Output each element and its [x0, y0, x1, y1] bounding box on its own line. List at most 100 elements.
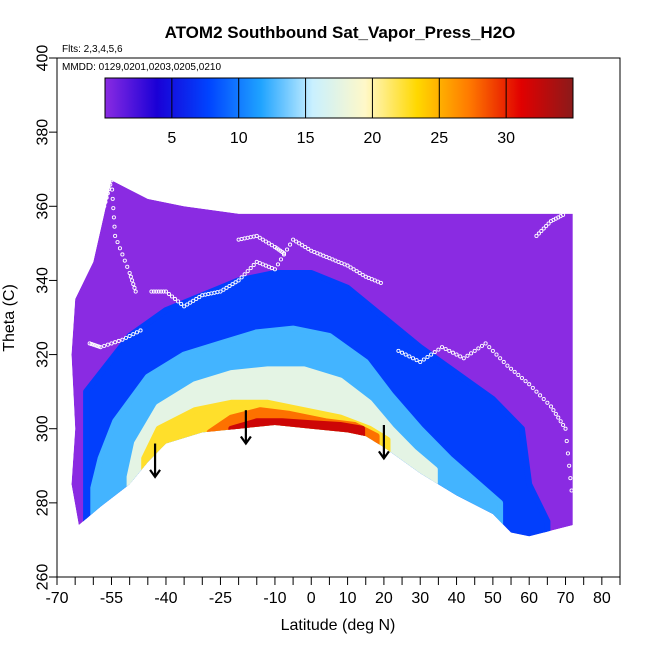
flight-track-point — [133, 289, 138, 294]
flight-track-point — [109, 178, 114, 183]
x-tick-label: 40 — [448, 590, 466, 607]
flight-track-point — [494, 352, 499, 357]
flight-track-point — [110, 187, 115, 192]
flight-track-point — [197, 295, 202, 300]
flight-track-point — [151, 289, 156, 294]
flight-track-4 — [236, 233, 287, 256]
flight-track-point — [102, 204, 107, 209]
flight-track-point — [263, 239, 268, 244]
tropopause-arrow-3 — [378, 425, 390, 461]
flight-track-point — [110, 196, 115, 201]
flight-track-point — [421, 357, 426, 362]
flight-track-point — [224, 285, 229, 290]
tropopause-arrow-1 — [149, 443, 161, 479]
flight-track-point — [272, 267, 277, 272]
flight-track-point — [156, 289, 161, 294]
flight-track-point — [138, 328, 143, 333]
flight-track-point — [351, 267, 356, 272]
flight-track-point — [108, 182, 113, 187]
flight-track-point — [257, 235, 262, 240]
flight-track-point — [539, 228, 544, 234]
flight-track-point — [545, 400, 550, 405]
flight-track-point — [176, 299, 181, 304]
flight-track-point — [154, 289, 159, 294]
flight-track-point — [546, 221, 551, 226]
colorbar-tick-label: 20 — [364, 130, 382, 147]
heatmap-band-30 — [228, 418, 366, 537]
flight-track-point — [242, 272, 247, 277]
plot-area — [71, 178, 574, 537]
x-tick-label: 60 — [520, 590, 538, 607]
flight-track-point — [530, 385, 535, 390]
flight-track-point — [123, 335, 129, 340]
flight-track-point — [131, 332, 136, 337]
x-tick-label: 70 — [557, 590, 575, 607]
flight-track-point — [556, 415, 561, 420]
flight-track-6 — [534, 212, 566, 238]
flight-track-point — [558, 419, 563, 424]
y-tick-label: 380 — [35, 119, 52, 146]
flight-track-point — [91, 342, 96, 347]
arrow-head — [149, 469, 161, 479]
y-tick-label: 340 — [35, 267, 52, 294]
x-tick-label: 0 — [307, 590, 316, 607]
flight-track-point — [360, 272, 365, 277]
flight-track-point — [403, 352, 408, 357]
flight-track-point — [130, 278, 135, 283]
flight-track-point — [115, 240, 120, 245]
flight-track-point — [113, 340, 118, 345]
flight-track-point — [111, 215, 116, 220]
flight-track-point — [548, 404, 554, 409]
flight-track-point — [551, 408, 556, 413]
flight-track-point — [443, 346, 448, 352]
flight-track-point — [407, 354, 412, 359]
flight-track-point — [94, 343, 100, 348]
flight-track-3 — [149, 237, 383, 309]
flight-track-point — [103, 199, 108, 205]
flight-track-point — [122, 258, 127, 263]
flight-track-point — [568, 476, 573, 481]
flight-track-point — [378, 280, 383, 285]
flight-track-point — [179, 301, 184, 306]
flight-track-point — [161, 289, 166, 294]
colorbar: 5 10 15 20 25 30 — [104, 77, 574, 147]
flight-track-point — [483, 341, 488, 346]
flight-track-point — [465, 353, 470, 358]
arrow-head — [239, 435, 252, 446]
flight-track-point — [120, 252, 125, 257]
flight-track-point — [182, 304, 187, 309]
flight-track-point — [98, 345, 103, 350]
flight-track-point — [111, 206, 116, 211]
flight-track-point — [569, 488, 574, 493]
flight-track-point — [439, 345, 445, 350]
x-tick-label: -25 — [209, 590, 232, 607]
x-axis-label: Latitude (deg N) — [281, 617, 396, 634]
flight-track-point — [288, 242, 293, 247]
flight-track-point — [561, 422, 566, 428]
flight-track-point — [538, 393, 543, 398]
flight-track-point — [251, 262, 256, 268]
flight-track-point — [127, 270, 132, 276]
flight-track-point — [194, 296, 199, 302]
flight-track-point — [166, 291, 172, 297]
flight-track-point — [125, 264, 130, 269]
flights-note: Flts: 2,3,4,5,6 — [62, 44, 123, 55]
x-tick-label: 10 — [339, 590, 357, 607]
flight-track-point — [239, 275, 244, 280]
flight-track-point — [508, 366, 514, 371]
flight-track-point — [469, 351, 474, 356]
flight-track-point — [266, 241, 271, 246]
flight-track-point — [116, 338, 121, 344]
colorbar-tick-label: 25 — [430, 130, 448, 147]
flight-track-point — [306, 246, 311, 251]
flight-track-point — [120, 337, 125, 342]
flight-track-point — [132, 285, 137, 290]
flight-track-point — [479, 343, 485, 348]
flight-track-point — [104, 195, 109, 200]
flight-track-point — [519, 375, 524, 381]
flight-track-point — [432, 350, 437, 355]
flight-track-point — [291, 237, 296, 242]
flight-track-point — [565, 451, 570, 456]
flight-track-point — [563, 426, 568, 431]
